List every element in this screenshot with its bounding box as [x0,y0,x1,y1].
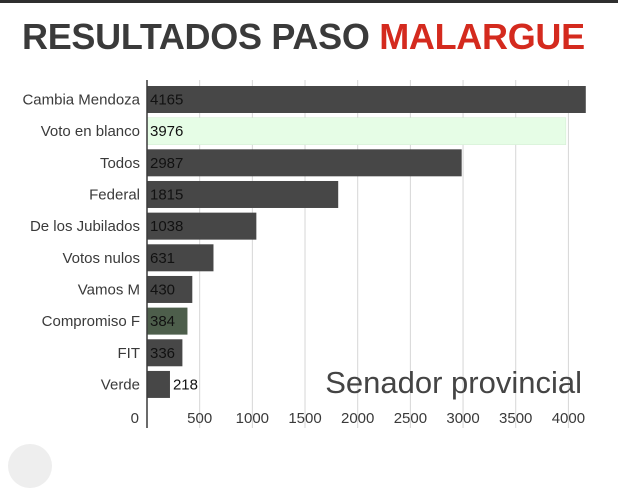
value-label: 2987 [150,155,183,172]
bar [147,307,188,335]
bar [147,370,170,398]
x-tick-label: 0 [131,410,139,427]
category-label: De los Jubilados [30,218,140,235]
category-label: Voto en blanco [41,123,140,140]
x-tick-label: 500 [187,410,212,427]
bar [147,244,214,272]
value-label: 631 [150,250,175,267]
value-label: 218 [173,376,198,393]
category-label: FIT [118,345,141,362]
category-label: Votos nulos [62,250,140,267]
bar [147,339,183,367]
labels: 0 500 1000 1500 2000 2500 3000 3500 4000 Cambia M… [22,92,585,428]
value-label: 430 [150,281,175,298]
value-label: 4165 [150,92,183,109]
chart-title: RESULTADOS PASO MALARGUE [22,16,585,58]
category-label: Vamos M [78,281,140,298]
bar-chart: 0 500 1000 1500 2000 2500 3000 3500 4000 Cambia M… [22,80,586,428]
value-label: 3976 [150,123,183,140]
value-label: 1815 [150,186,183,203]
title-accent: MALARGUE [379,16,585,57]
category-label: Compromiso F [42,313,140,330]
top-rule [0,0,618,3]
bars [146,86,586,398]
value-label: 384 [150,313,175,330]
x-tick-label: 1000 [236,410,269,427]
x-tick-label: 2000 [341,410,374,427]
bar [146,117,567,145]
bar [147,212,257,240]
category-label: Federal [89,186,140,203]
category-label: Cambia Mendoza [22,92,140,109]
bar [147,275,193,303]
bar [147,86,586,113]
bar [147,149,462,177]
x-tick-label: 3000 [446,410,479,427]
title-prefix: RESULTADOS PASO [22,16,370,57]
x-tick-label: 2500 [394,410,427,427]
value-label: 1038 [150,218,183,235]
category-label: Todos [100,155,140,172]
bar [147,180,339,208]
category-label: Verde [101,376,140,393]
x-tick-label: 4000 [552,410,585,427]
chart-annotation: Senador provincial [325,365,582,400]
value-label: 336 [150,345,175,362]
x-tick-label: 3500 [499,410,532,427]
corner-decoration [8,444,52,488]
x-tick-label: 1500 [288,410,321,427]
